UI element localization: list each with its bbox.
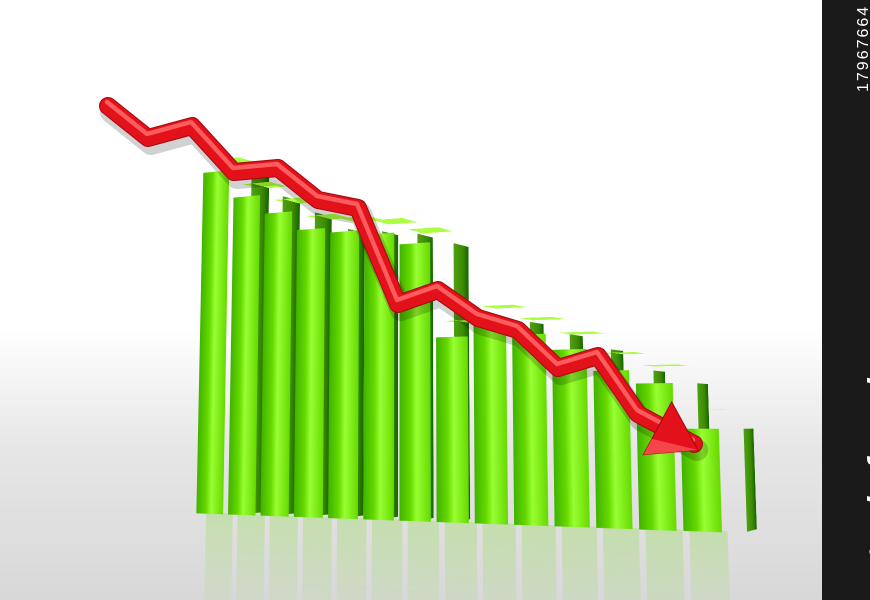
watermark-brand-prefix: stock <box>862 486 870 580</box>
bar <box>642 383 683 529</box>
bar <box>444 337 477 522</box>
bar <box>372 235 403 520</box>
watermark-brand-mid: free <box>862 404 870 470</box>
stage: 17967664 stock free images <box>0 0 870 600</box>
chart-3d-layer <box>0 0 780 600</box>
watermark-brand-suffix: images <box>862 265 870 388</box>
bar <box>600 371 639 528</box>
bar <box>519 335 555 525</box>
bar-chart-3d <box>78 0 796 600</box>
watermark-brand: stock free images <box>862 265 870 580</box>
bar <box>686 429 727 532</box>
bar <box>481 322 516 523</box>
watermark-id: 17967664 <box>855 5 870 92</box>
watermark-strip: 17967664 stock free images <box>822 0 870 600</box>
bar <box>559 350 597 527</box>
bar <box>408 244 439 521</box>
